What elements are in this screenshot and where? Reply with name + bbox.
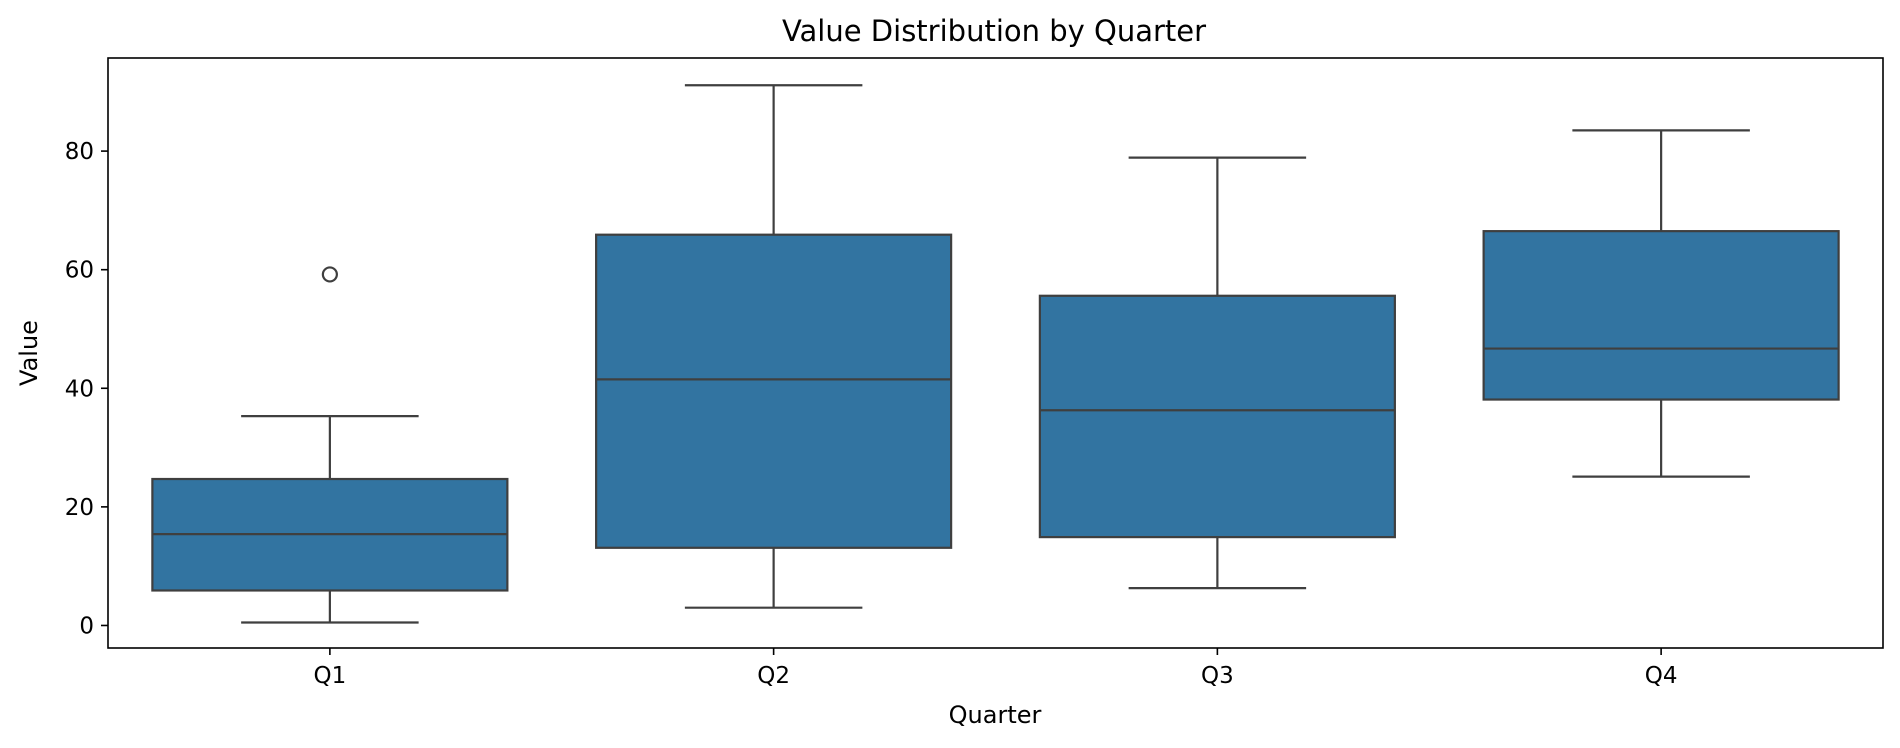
plot-frame [107, 57, 1884, 649]
x-tick-label: Q2 [757, 663, 790, 689]
box-q2 [595, 84, 953, 609]
iqr-box [1482, 230, 1840, 401]
plot-area [151, 84, 1840, 624]
x-tick-label: Q4 [1645, 663, 1678, 689]
outlier-point [321, 266, 338, 283]
iqr-box [1038, 294, 1396, 539]
y-tick-label: 80 [65, 139, 94, 165]
chart-title: Value Distribution by Quarter [782, 14, 1206, 48]
y-tick-label: 40 [65, 376, 94, 402]
y-axis-label: Value [15, 320, 43, 386]
x-tick-label: Q1 [314, 663, 347, 689]
y-tick-label: 60 [65, 258, 94, 284]
iqr-box [595, 233, 953, 549]
x-tick-label: Q3 [1201, 663, 1234, 689]
x-axis-label: Quarter [949, 701, 1042, 729]
box-q4 [1482, 129, 1840, 478]
box-q3 [1038, 156, 1396, 590]
y-tick-label: 20 [65, 495, 94, 521]
y-tick-label: 0 [79, 613, 94, 639]
box-q1 [151, 266, 509, 624]
